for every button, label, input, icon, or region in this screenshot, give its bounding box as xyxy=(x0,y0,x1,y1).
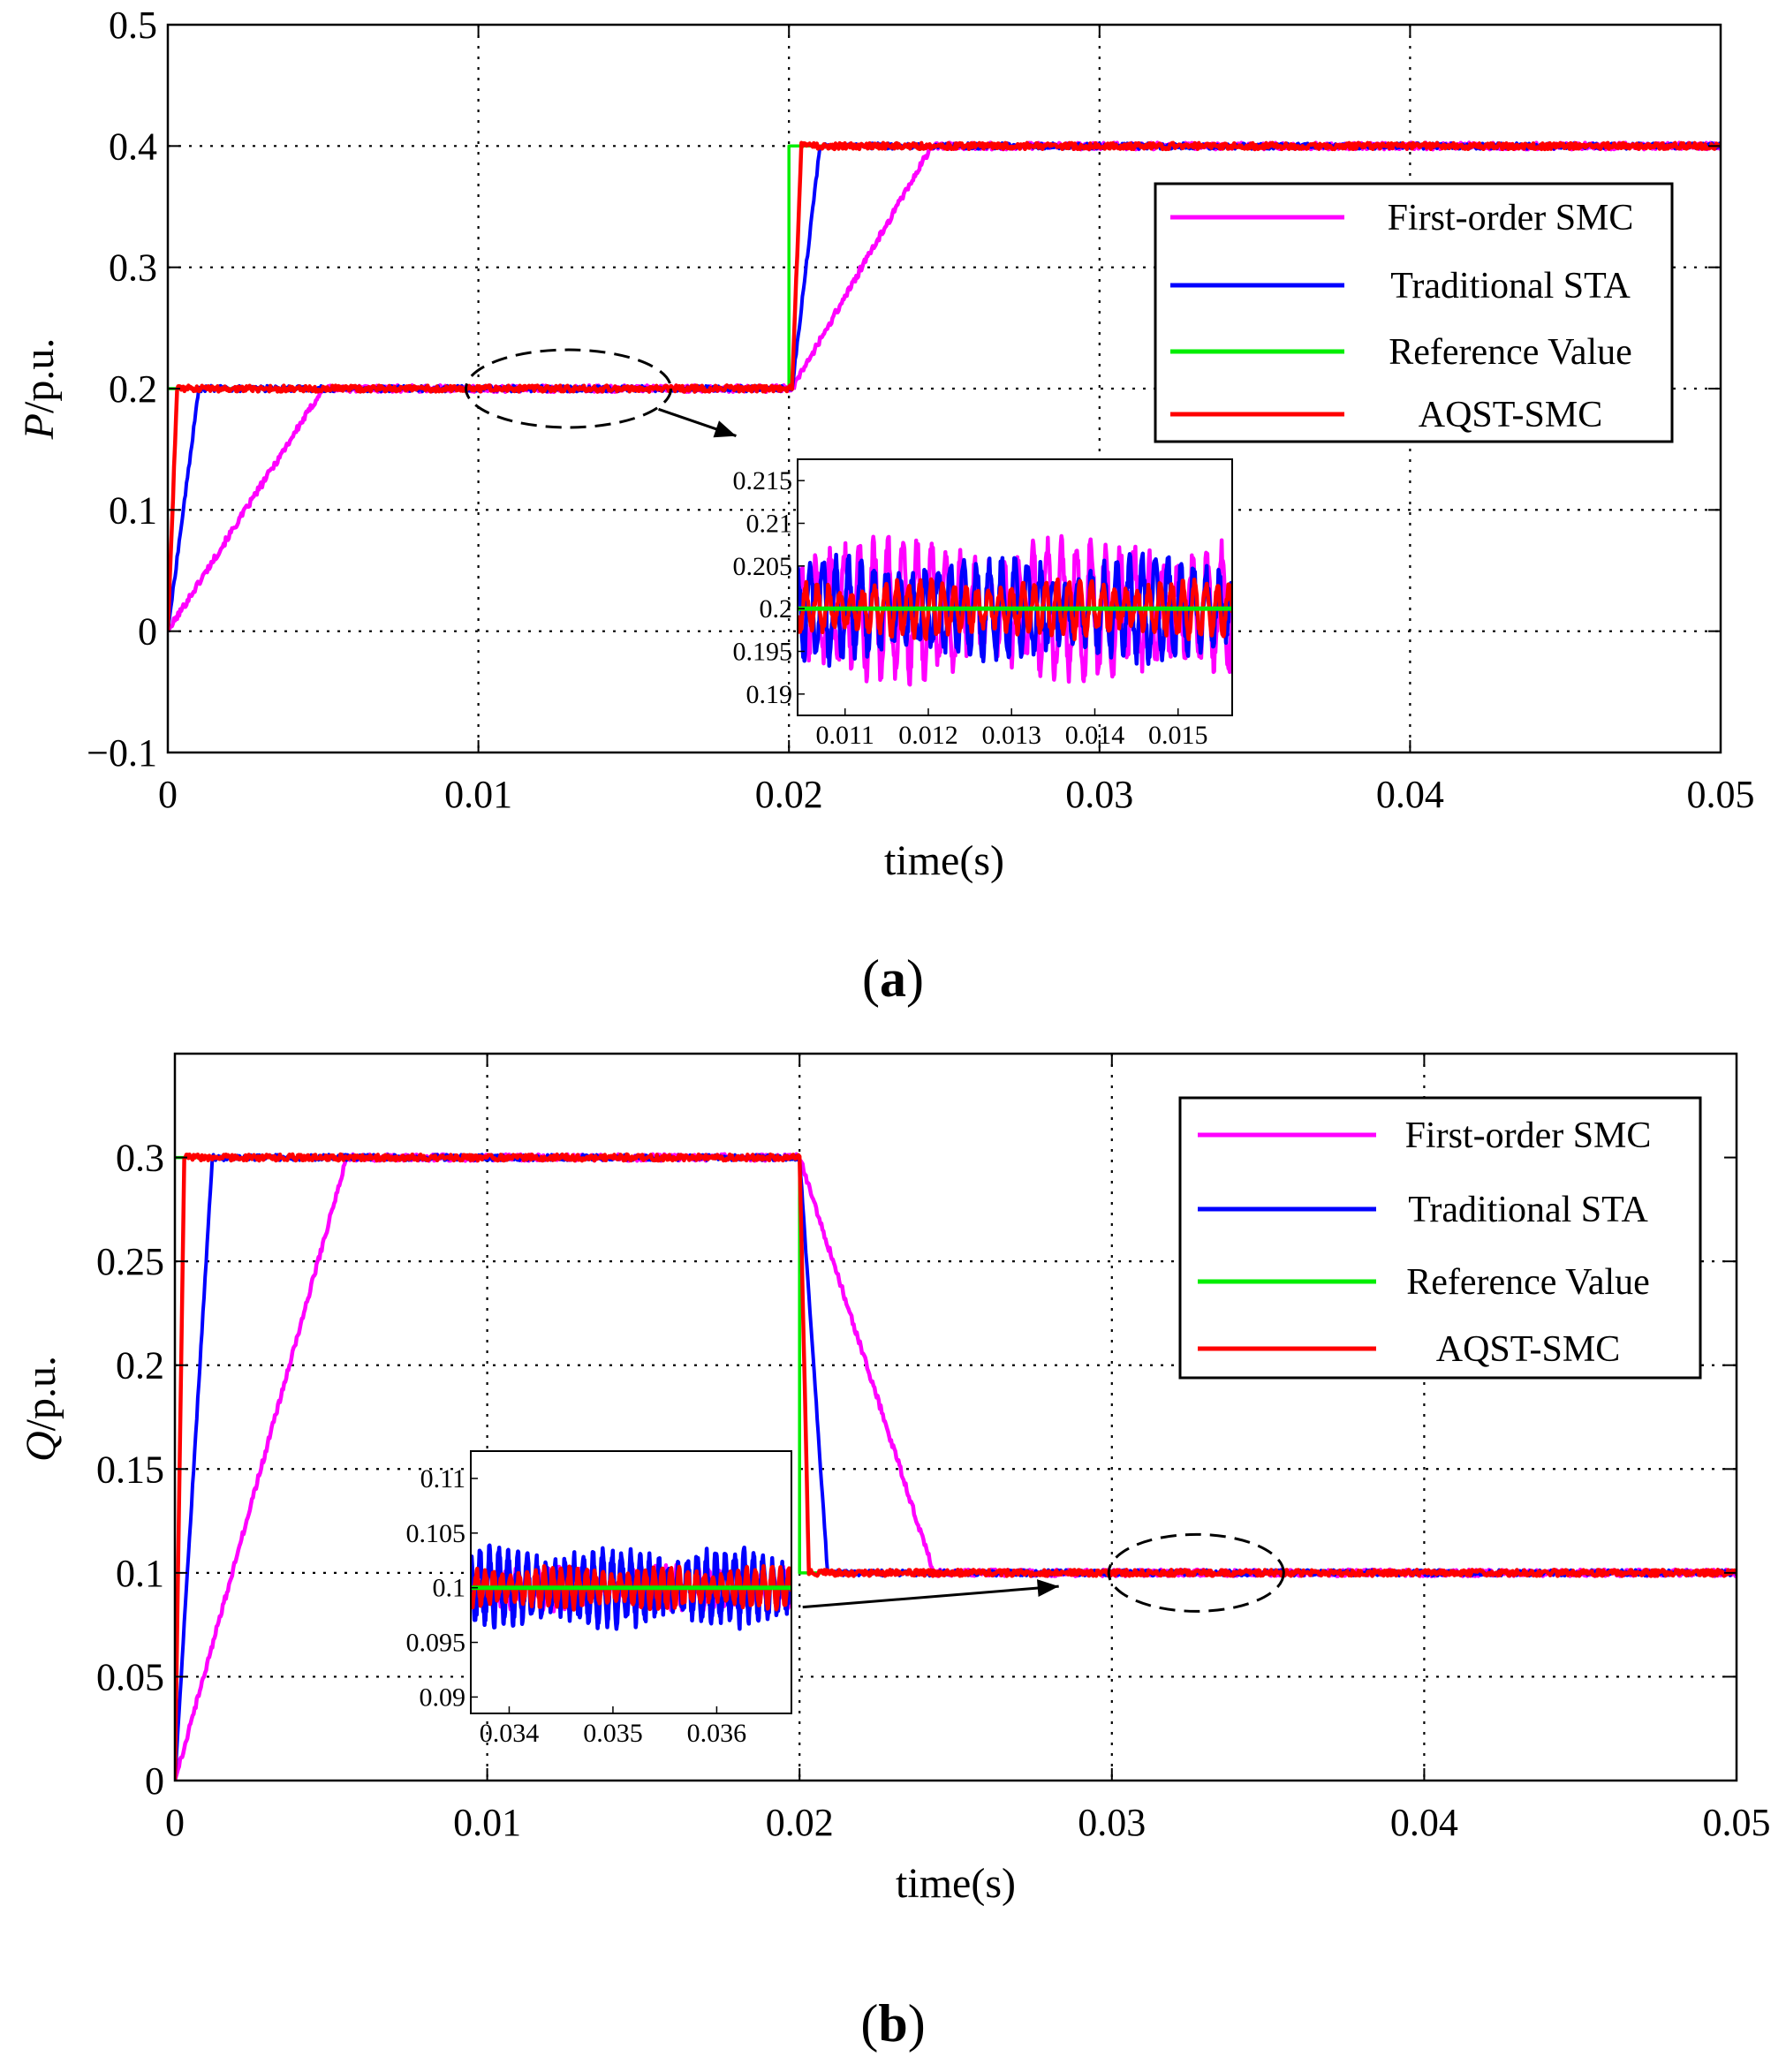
y-tick-label-2: 0.1 xyxy=(109,488,157,532)
legend-label-aqst-smc: AQST-SMC xyxy=(1436,1329,1621,1370)
legend-label-reference: Reference Value xyxy=(1389,332,1632,373)
panel-label-b: (b) xyxy=(860,1994,925,2053)
x-tick-label-2: 0.02 xyxy=(755,773,823,816)
x-tick-label-3: 0.03 xyxy=(1065,773,1133,816)
x-tick-label-3: 0.03 xyxy=(1078,1801,1146,1844)
y-tick-label-4: 0.2 xyxy=(116,1344,164,1388)
chart-b-reactive-power: 0 0.01 0.02 0.03 0.04 0.05 0 0.05 0.1 0.15 0.2 0.25… xyxy=(18,1052,1771,1907)
y-axis-label: Q/p.u. xyxy=(18,1356,64,1462)
inset-frame xyxy=(470,1450,792,1714)
inset-series-aqst-smc xyxy=(798,577,1232,642)
zoom-region-ellipse xyxy=(465,348,673,429)
zoom-arrow-head xyxy=(1037,1579,1059,1597)
inset-y-tick-label-0: 0.09 xyxy=(420,1683,466,1712)
tick-marks xyxy=(167,24,1722,753)
legend-label-first-order-smc: First-order SMC xyxy=(1405,1115,1652,1156)
y-tick-label-4: 0.3 xyxy=(109,246,157,290)
panel-label-a: (a) xyxy=(862,949,924,1008)
legend-label-traditional-sta: Traditional STA xyxy=(1408,1190,1648,1230)
y-tick-label-6: 0.3 xyxy=(116,1137,164,1180)
inset-series-group xyxy=(471,1543,791,1631)
x-tick-label-4: 0.04 xyxy=(1390,1801,1458,1844)
inset-frame xyxy=(797,458,1233,716)
x-tick-label-4: 0.04 xyxy=(1376,773,1444,816)
inset-y-tick-label-4: 0.21 xyxy=(746,510,793,539)
x-axis-label: time(s) xyxy=(896,1860,1016,1907)
series-aqst-smc xyxy=(175,1152,1737,1781)
chart-a-active-power: 0 0.01 0.02 0.03 0.04 0.05−0.100.10.20.30.40.… xyxy=(16,4,1755,884)
inset-x-tick-label-0: 0.011 xyxy=(816,721,874,750)
legend-box xyxy=(1178,1096,1702,1380)
y-tick-label-5: 0.25 xyxy=(96,1240,164,1283)
series-group xyxy=(175,1152,1737,1781)
legend-label-traditional-sta: Traditional STA xyxy=(1390,266,1631,306)
inset-y-tick-label-3: 0.105 xyxy=(406,1519,466,1548)
y-axis-label-unit: /p.u. xyxy=(18,1356,64,1431)
x-tick-label-1: 0.01 xyxy=(444,773,512,816)
legend: First-order SMC Traditional STA Reference … xyxy=(1178,1096,1702,1380)
inset-y-tick-label-2: 0.2 xyxy=(760,594,793,624)
y-tick-label-3: 0.2 xyxy=(109,367,157,411)
inset-x-tick-label-1: 0.012 xyxy=(898,721,958,750)
series-aqst-smc xyxy=(168,140,1721,631)
y-axis-label-unit: /p.u. xyxy=(16,338,63,413)
inset-x-tick-label-2: 0.013 xyxy=(981,721,1041,750)
inset-x-tick-label-3: 0.014 xyxy=(1065,721,1125,750)
x-tick-label-0: 0 xyxy=(158,773,178,816)
y-tick-label-1: 0.05 xyxy=(96,1655,164,1698)
x-axis-label: time(s) xyxy=(884,837,1004,884)
inset-x-tick-label-2: 0.036 xyxy=(687,1719,747,1748)
inset-y-tick-label-1: 0.195 xyxy=(733,638,793,667)
inset-y-tick-label-0: 0.19 xyxy=(746,680,793,709)
zoom-region-ellipse xyxy=(1107,1532,1285,1613)
inset: 0.034 0.035 0.036 0.09 0.095 0.1 0.105 0.11 xyxy=(406,1450,792,1748)
plot-frame xyxy=(173,1052,1738,1782)
legend-label-first-order-smc: First-order SMC xyxy=(1388,198,1634,238)
y-tick-label-0: −0.1 xyxy=(87,731,157,775)
x-tick-label-1: 0.01 xyxy=(453,1801,521,1844)
inset-y-tick-label-1: 0.095 xyxy=(406,1629,466,1658)
inset-y-tick-label-4: 0.11 xyxy=(420,1464,465,1494)
y-tick-label-6: 0.5 xyxy=(109,4,157,47)
y-tick-label-0: 0 xyxy=(145,1759,164,1803)
inset-x-tick-label-0: 0.034 xyxy=(480,1719,540,1748)
x-tick-label-0: 0 xyxy=(165,1801,185,1844)
tick-marks xyxy=(174,1054,1737,1781)
y-axis-label-var: Q xyxy=(18,1431,64,1462)
legend-box xyxy=(1154,182,1674,443)
zoom-arrow-head xyxy=(713,420,737,438)
x-tick-label-5: 0.05 xyxy=(1703,1801,1771,1844)
y-axis-label: P/p.u. xyxy=(16,338,63,441)
y-axis-label-var: P xyxy=(16,413,63,440)
y-tick-label-3: 0.15 xyxy=(96,1448,164,1491)
inset-y-tick-label-5: 0.215 xyxy=(733,466,793,495)
inset-x-tick-label-4: 0.015 xyxy=(1148,721,1208,750)
inset-x-tick-label-1: 0.035 xyxy=(583,1719,643,1748)
y-tick-label-2: 0.1 xyxy=(116,1552,164,1595)
inset: 0.011 0.012 0.013 0.014 0.015 0.19 0.195 0.2 0.2… xyxy=(733,458,1233,750)
zoom-arrow-line xyxy=(802,1584,1059,1609)
inset-y-tick-label-3: 0.205 xyxy=(733,552,793,581)
legend-label-reference: Reference Value xyxy=(1406,1262,1650,1303)
inset-series-group xyxy=(798,533,1232,687)
y-tick-label-1: 0 xyxy=(138,610,157,654)
legend: First-order SMC Traditional STA Reference … xyxy=(1154,182,1674,443)
x-tick-label-2: 0.02 xyxy=(766,1801,834,1844)
inset-y-tick-label-2: 0.1 xyxy=(433,1574,466,1603)
x-tick-label-5: 0.05 xyxy=(1687,773,1755,816)
y-tick-label-5: 0.4 xyxy=(109,125,157,168)
series-group xyxy=(168,140,1721,632)
legend-label-aqst-smc: AQST-SMC xyxy=(1419,395,1603,435)
